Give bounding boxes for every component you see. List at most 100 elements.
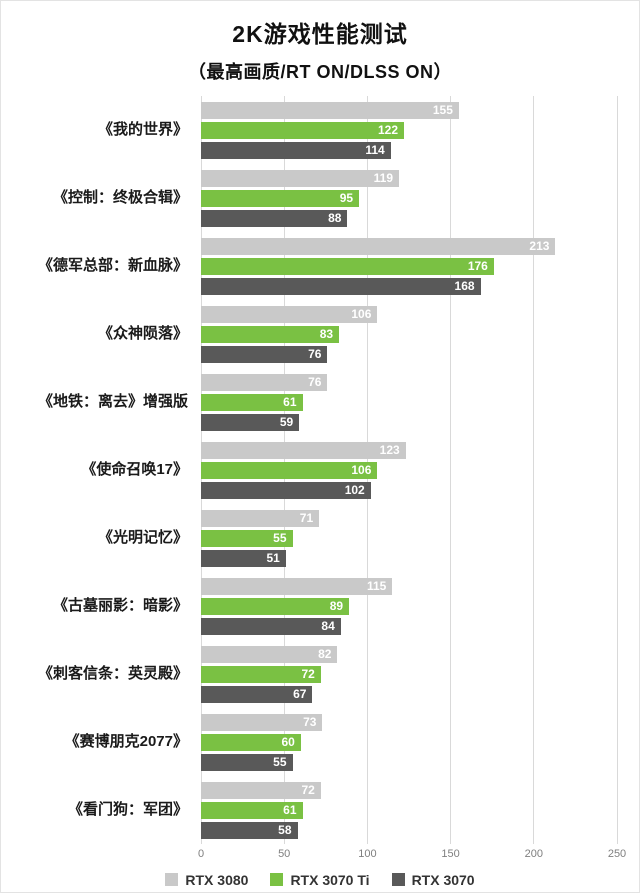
bar-value-label: 114 <box>365 142 385 157</box>
bar-group: 213 176 168 <box>201 237 617 295</box>
bar-value-label: 102 <box>344 482 365 497</box>
bar-rtx-3080: 76 <box>201 373 328 391</box>
bar-rtx-3070: 76 <box>201 345 328 363</box>
chart-row: 《德军总部：新血脉》 213 176 168 <box>1 232 639 300</box>
category-label: 《我的世界》 <box>97 120 188 138</box>
bar-value-label: 123 <box>379 442 400 457</box>
bar-rtx-3070-ti: 83 <box>201 325 340 343</box>
category-label: 《使命召唤17》 <box>81 460 188 478</box>
bar-value-label: 95 <box>339 190 354 205</box>
chart-plot-area: 《我的世界》 155 122 114 《控制：终极合辑》 119 95 88 《德军总部：新血脉… <box>1 96 639 844</box>
legend-swatch <box>270 873 284 887</box>
chart-row: 《古墓丽影：暗影》 115 89 84 <box>1 572 639 640</box>
x-axis-tick-label: 200 <box>524 848 543 860</box>
bar-value-label: 71 <box>299 510 314 525</box>
bar-rtx-3070: 51 <box>201 549 286 567</box>
bar-value-label: 59 <box>279 414 294 429</box>
bar-value-label: 67 <box>293 686 307 701</box>
bar-rtx-3080: 123 <box>201 441 406 459</box>
bar-value-label: 58 <box>278 822 292 837</box>
chart-title: 2K游戏性能测试 <box>232 21 408 47</box>
x-axis-tick-label: 100 <box>358 848 377 860</box>
category-label: 《德军总部：新血脉》 <box>37 256 188 274</box>
bar-rtx-3080: 72 <box>201 781 321 799</box>
bar-group: 76 61 59 <box>201 373 617 431</box>
legend-label: RTX 3070 Ti <box>290 871 370 888</box>
bar-value-label: 89 <box>329 598 344 613</box>
x-axis-tick-label: 50 <box>278 848 291 860</box>
category-label: 《刺客信条：英灵殿》 <box>37 664 188 682</box>
bar-rtx-3080: 213 <box>201 237 556 255</box>
chart-row: 《我的世界》 155 122 114 <box>1 96 639 164</box>
bar-rtx-3070: 59 <box>201 413 300 431</box>
bar-rtx-3070: 114 <box>201 141 391 159</box>
bar-rtx-3070-ti: 55 <box>201 529 293 547</box>
chart-row: 《光明记忆》 71 55 51 <box>1 504 639 572</box>
x-axis-tick-label: 0 <box>197 848 205 860</box>
bar-rtx-3070: 58 <box>201 821 298 839</box>
chart-row: 《看门狗：军团》 72 61 58 <box>1 776 639 844</box>
bar-rtx-3070-ti: 89 <box>201 597 350 615</box>
bar-value-label: 72 <box>301 666 315 681</box>
bar-value-label: 51 <box>266 550 280 565</box>
bar-value-label: 176 <box>467 258 488 273</box>
x-axis-tick-label: 250 <box>607 848 627 860</box>
chart-row: 《使命召唤17》 123 106 102 <box>1 436 639 504</box>
bar-rtx-3070: 168 <box>201 277 481 295</box>
legend-item-rtx-3070: RTX 3070 <box>391 871 475 888</box>
chart-row: 《众神陨落》 106 83 76 <box>1 300 639 368</box>
bar-value-label: 155 <box>432 102 453 117</box>
chart-row: 《控制：终极合辑》 119 95 88 <box>1 164 639 232</box>
bar-rtx-3070-ti: 106 <box>201 461 378 479</box>
bar-value-label: 106 <box>351 462 372 477</box>
bar-rtx-3080: 119 <box>201 169 400 187</box>
bar-rtx-3070-ti: 122 <box>201 121 404 139</box>
bar-value-label: 84 <box>321 618 335 633</box>
bar-rtx-3070: 102 <box>201 481 371 499</box>
category-label: 《控制：终极合辑》 <box>52 188 188 206</box>
bar-value-label: 76 <box>308 346 322 361</box>
bar-value-label: 115 <box>367 578 387 593</box>
bar-value-label: 60 <box>281 734 295 749</box>
bar-rtx-3070-ti: 95 <box>201 189 360 207</box>
bar-rtx-3080: 71 <box>201 509 320 527</box>
bar-value-label: 55 <box>273 530 287 545</box>
bar-rtx-3080: 115 <box>201 577 393 595</box>
bar-group: 82 72 67 <box>201 645 617 703</box>
bar-value-label: 213 <box>529 238 550 253</box>
bar-rtx-3070-ti: 61 <box>201 393 303 411</box>
legend: RTX 3080 RTX 3070 Ti RTX 3070 <box>1 867 639 892</box>
category-label: 《地铁：离去》增强版 <box>37 392 188 410</box>
bar-group: 123 106 102 <box>201 441 617 499</box>
bar-group: 119 95 88 <box>201 169 617 227</box>
bar-rtx-3070-ti: 72 <box>201 665 321 683</box>
category-label: 《众神陨落》 <box>97 324 188 342</box>
legend-label: RTX 3070 <box>411 871 475 888</box>
bar-group: 72 61 58 <box>201 781 617 839</box>
bar-value-label: 83 <box>319 326 334 341</box>
legend-item-rtx-3070-ti: RTX 3070 Ti <box>270 871 370 888</box>
bar-value-label: 119 <box>373 170 394 185</box>
bar-rtx-3070: 88 <box>201 209 348 227</box>
bar-rtx-3070: 67 <box>201 685 313 703</box>
bar-value-label: 72 <box>301 782 315 797</box>
bar-group: 106 83 76 <box>201 305 617 363</box>
category-label: 《光明记忆》 <box>97 528 188 546</box>
bar-value-label: 168 <box>454 278 475 293</box>
bar-group: 71 55 51 <box>201 509 617 567</box>
legend-label: RTX 3080 <box>185 871 249 888</box>
bar-group: 155 122 114 <box>201 101 617 159</box>
x-axis-tick-label: 150 <box>441 848 460 860</box>
category-label: 《古墓丽影：暗影》 <box>52 596 188 614</box>
bar-rtx-3070-ti: 61 <box>201 801 303 819</box>
legend-swatch <box>165 873 179 887</box>
bar-value-label: 88 <box>328 210 342 225</box>
bar-group: 115 89 84 <box>201 577 617 635</box>
bar-value-label: 61 <box>283 394 297 409</box>
legend-swatch <box>391 873 405 887</box>
bar-value-label: 76 <box>308 374 322 389</box>
chart-row: 《刺客信条：英灵殿》 82 72 67 <box>1 640 639 708</box>
chart-row: 《赛博朋克2077》 73 60 55 <box>1 708 639 776</box>
bar-rtx-3080: 73 <box>201 713 323 731</box>
